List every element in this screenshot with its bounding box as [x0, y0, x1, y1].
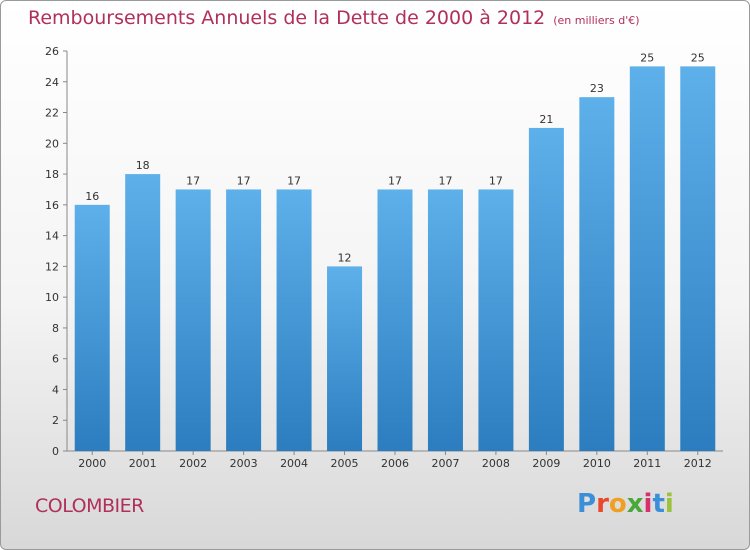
logo-letter: o	[608, 489, 627, 519]
data-label: 17	[489, 174, 503, 187]
x-tick-label: 2010	[583, 457, 611, 470]
y-tick-label: 24	[45, 76, 59, 89]
data-label: 25	[691, 51, 705, 64]
logo-letter: t	[652, 489, 665, 519]
chart-title-text: Remboursements Annuels de la Dette de 20…	[28, 7, 546, 29]
bar	[629, 66, 665, 451]
logo-letter: r	[596, 489, 609, 519]
x-tick-label: 2006	[381, 457, 409, 470]
logo-letter: i	[643, 489, 653, 519]
y-tick-label: 8	[52, 322, 59, 335]
bar	[579, 97, 615, 452]
data-label: 12	[338, 251, 352, 264]
x-tick-label: 2003	[230, 457, 258, 470]
x-tick-label: 2005	[331, 457, 359, 470]
y-tick-label: 0	[52, 445, 59, 458]
y-tick-label: 16	[45, 199, 59, 212]
y-tick-label: 12	[45, 260, 59, 273]
bar	[226, 189, 262, 451]
data-label: 17	[237, 174, 251, 187]
data-label: 16	[85, 190, 99, 203]
y-tick-label: 6	[52, 353, 59, 366]
y-tick-label: 10	[45, 291, 59, 304]
data-label: 17	[287, 174, 301, 187]
proxiti-logo: Proxiti	[577, 489, 674, 519]
logo-letter: x	[626, 489, 644, 519]
bar	[74, 204, 110, 451]
bar	[327, 266, 363, 451]
x-tick-label: 2000	[78, 457, 106, 470]
x-tick-label: 2011	[633, 457, 661, 470]
data-label: 17	[438, 174, 452, 187]
x-tick-label: 2009	[532, 457, 560, 470]
bar	[680, 66, 716, 451]
data-label: 18	[136, 159, 150, 172]
bar	[276, 189, 312, 451]
bar	[427, 189, 463, 451]
logo-letter: P	[577, 489, 597, 519]
data-label: 23	[590, 82, 604, 95]
bar	[478, 189, 514, 451]
chart-unit: (en milliers d'€)	[553, 14, 640, 27]
bar	[175, 189, 211, 451]
y-tick-label: 26	[45, 45, 59, 58]
x-tick-label: 2008	[482, 457, 510, 470]
data-label: 17	[186, 174, 200, 187]
y-tick-label: 18	[45, 168, 59, 181]
x-tick-label: 2012	[684, 457, 712, 470]
chart-title: Remboursements Annuels de la Dette de 20…	[28, 7, 640, 29]
logo-letter: i	[664, 489, 674, 519]
y-tick-label: 2	[52, 414, 59, 427]
y-tick-label: 14	[45, 230, 59, 243]
bar	[125, 174, 161, 452]
y-tick-label: 20	[45, 137, 59, 150]
data-label: 25	[640, 51, 654, 64]
x-tick-label: 2007	[431, 457, 459, 470]
x-tick-label: 2004	[280, 457, 308, 470]
bar	[528, 127, 564, 451]
city-name: COLOMBIER	[35, 495, 144, 517]
data-label: 21	[539, 113, 553, 126]
y-tick-label: 4	[52, 383, 59, 396]
bar	[377, 189, 413, 451]
x-tick-label: 2001	[129, 457, 157, 470]
x-tick-label: 2002	[179, 457, 207, 470]
y-tick-label: 22	[45, 107, 59, 120]
data-label: 17	[388, 174, 402, 187]
